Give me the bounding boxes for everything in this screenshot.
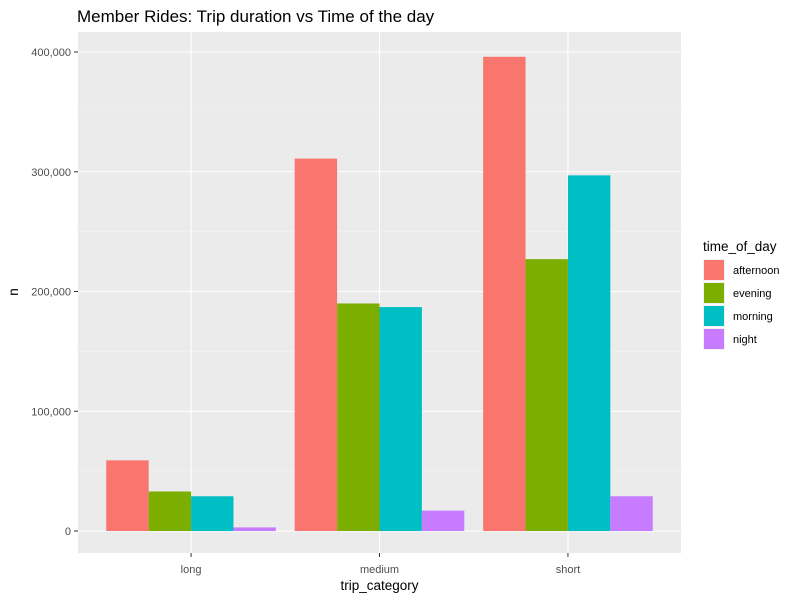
x-tick-label: medium — [360, 564, 399, 576]
y-tick-label: 0 — [65, 526, 71, 538]
legend-swatch-night — [704, 329, 724, 349]
legend-swatch-evening — [704, 283, 724, 303]
legend-title: time_of_day — [703, 239, 777, 254]
y-tick-label: 400,000 — [31, 47, 71, 59]
bars — [106, 56, 653, 531]
x-tick-label: short — [556, 564, 580, 576]
bar-short-afternoon — [483, 56, 526, 531]
y-axis-ticks: 0 100,000 200,000 300,000 400,000 — [31, 47, 78, 538]
legend-label-morning: morning — [733, 311, 773, 323]
chart-title: Member Rides: Trip duration vs Time of t… — [77, 7, 435, 26]
legend-label-evening: evening — [733, 288, 772, 300]
y-tick-label: 300,000 — [31, 167, 71, 179]
x-axis-ticks: long medium short — [181, 553, 580, 576]
bar-medium-night — [421, 510, 465, 531]
x-tick-label: long — [181, 564, 202, 576]
legend-label-afternoon: afternoon — [733, 265, 779, 277]
bar-long-evening — [148, 491, 192, 531]
legend: time_of_day afternoon evening morning night — [703, 239, 779, 350]
bar-medium-afternoon — [294, 158, 338, 531]
bar-long-afternoon — [106, 460, 149, 531]
bar-long-night — [233, 527, 276, 531]
bar-short-morning — [567, 175, 611, 531]
legend-label-night: night — [733, 334, 757, 346]
y-tick-label: 200,000 — [31, 287, 71, 299]
legend-swatch-afternoon — [704, 260, 724, 280]
y-axis-title: n — [6, 288, 21, 296]
legend-items: afternoon evening morning night — [703, 259, 779, 350]
bar-short-night — [610, 496, 653, 531]
bar-medium-evening — [337, 303, 380, 531]
y-tick-label: 100,000 — [31, 406, 71, 418]
bar-short-evening — [525, 259, 568, 531]
bar-long-morning — [191, 496, 234, 531]
bar-medium-morning — [379, 307, 422, 531]
x-axis-title: trip_category — [340, 578, 418, 593]
legend-swatch-morning — [704, 306, 724, 326]
